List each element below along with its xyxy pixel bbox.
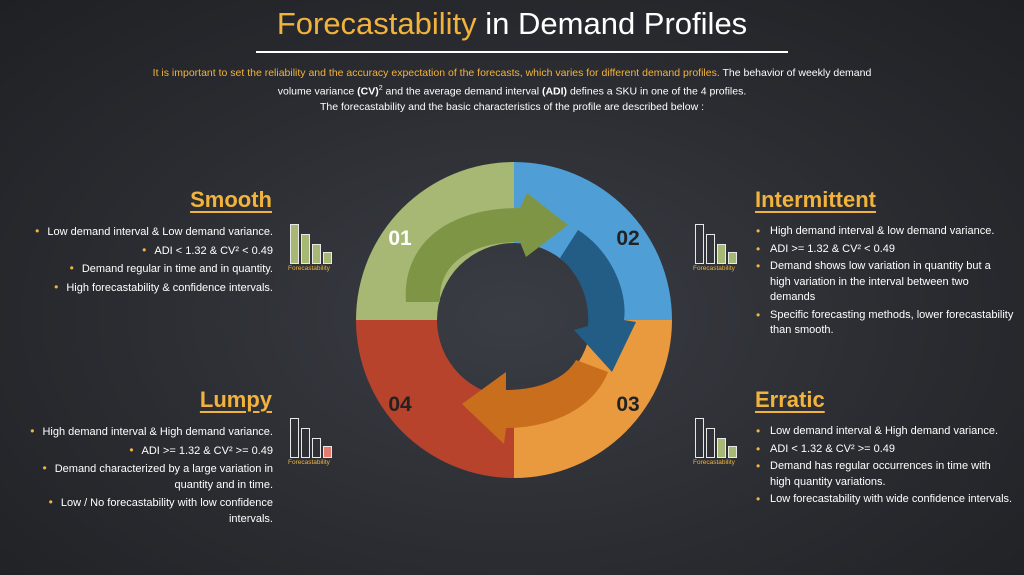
intermittent-segment — [514, 162, 672, 320]
list-item: • Demand regular in time and in quantity. — [69, 261, 273, 275]
forecastability-bar — [312, 438, 321, 458]
forecastability-bar — [717, 438, 726, 458]
list-item: • ADI < 1.32 & CV² >= 0.49 — [756, 441, 896, 456]
erratic-heading: Erratic — [755, 387, 825, 412]
forecastability-bar — [695, 224, 704, 264]
list-item: • Specific forecasting methods, lower for… — [756, 307, 1014, 337]
forecastability-bar — [323, 252, 332, 264]
smooth-heading: Smooth — [190, 187, 272, 212]
erratic-forecastability-chart: Forecastability — [693, 418, 749, 466]
forecastability-bar — [290, 418, 299, 458]
smooth-number: 01 — [388, 227, 412, 250]
list-item: • High demand interval & High demand vari… — [30, 424, 273, 438]
smooth-list: • Low demand interval & Low demand varian… — [23, 224, 273, 298]
list-item: • ADI < 1.32 & CV² < 0.49 — [142, 242, 273, 257]
list-item: • High forecastability & confidence inter… — [54, 279, 273, 294]
forecastability-label: Forecastability — [693, 459, 735, 466]
forecastability-bars — [695, 418, 743, 458]
forecastability-bar — [717, 244, 726, 264]
forecastability-bar — [290, 224, 299, 264]
list-item: • Demand characterized by a large variati… — [42, 461, 273, 491]
intermittent-number: 02 — [616, 227, 639, 250]
lumpy-heading: Lumpy — [199, 387, 272, 412]
list-item: • ADI >= 1.32 & CV² >= 0.49 — [129, 442, 273, 457]
lumpy-number: 04 — [388, 393, 412, 416]
intermittent-arrow — [560, 230, 636, 372]
forecastability-bars — [290, 418, 338, 458]
forecastability-label: Forecastability — [288, 265, 330, 272]
lumpy-list: • High demand interval & High demand vari… — [23, 424, 273, 529]
list-item: • High demand interval & low demand varia… — [756, 224, 995, 238]
list-item: • Low demand interval & High demand varia… — [756, 424, 999, 438]
forecastability-label: Forecastability — [288, 459, 330, 466]
list-item: • Demand has regular occurrences in time … — [756, 459, 991, 488]
forecastability-bar — [323, 446, 332, 458]
forecastability-bars — [290, 224, 338, 264]
list-item: • Low demand interval & Low demand varian… — [35, 224, 273, 238]
intermittent-list: • High demand interval & low demand varia… — [756, 224, 1014, 341]
title-underline — [256, 51, 788, 53]
forecastability-bar — [706, 428, 715, 458]
forecastability-bar — [695, 418, 704, 458]
page-title: Forecastability in Demand Profiles — [276, 6, 748, 41]
erratic-list: • Low demand interval & High demand varia… — [756, 424, 1014, 510]
forecastability-bar — [728, 446, 737, 458]
forecastability-bar — [312, 244, 321, 264]
intermittent-heading: Intermittent — [755, 187, 876, 212]
smooth-arrow — [405, 193, 568, 302]
erratic-arrow — [462, 360, 608, 444]
forecastability-label: Forecastability — [693, 265, 735, 272]
intermittent-forecastability-chart: Forecastability — [693, 224, 749, 272]
erratic-number: 03 — [616, 393, 639, 416]
forecastability-bar — [301, 428, 310, 458]
forecastability-bar — [301, 234, 310, 264]
forecastability-bar — [728, 252, 737, 264]
forecastability-bars — [695, 224, 743, 264]
list-item: • ADI >= 1.32 & CV² < 0.49 — [756, 241, 896, 256]
erratic-segment — [514, 320, 672, 478]
smooth-forecastability-chart: Forecastability — [288, 224, 344, 272]
list-item: • Low / No forecastability with low confi… — [48, 495, 273, 525]
list-item: • Demand shows low variation in quantity … — [756, 259, 991, 303]
lumpy-forecastability-chart: Forecastability — [288, 418, 344, 466]
lumpy-segment — [356, 320, 514, 478]
forecastability-bar — [706, 234, 715, 264]
list-item: • Low forecastability with wide confidenc… — [756, 492, 1013, 506]
intro-text: It is important to set the reliability a… — [152, 67, 872, 113]
